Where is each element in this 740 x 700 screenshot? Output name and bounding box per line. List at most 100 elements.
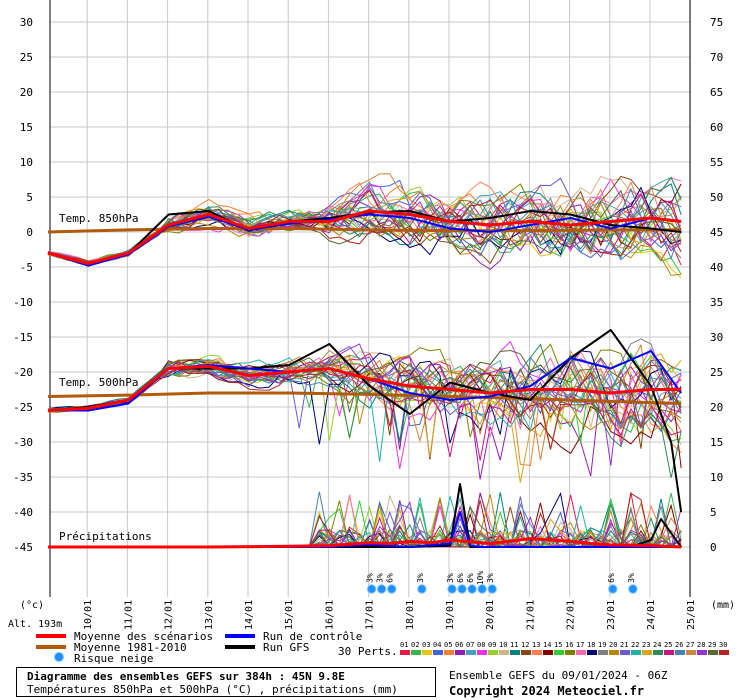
snow-icon xyxy=(477,584,487,594)
pert-key-swatch xyxy=(477,650,487,655)
pert-key-label: 10 xyxy=(499,641,507,649)
x-tick-label: 20/01 xyxy=(485,600,496,630)
pert-key-swatch xyxy=(466,650,476,655)
pert-key-swatch xyxy=(521,650,531,655)
precip-panel-label: Précipitations xyxy=(59,530,152,543)
y2-tick-label: 40 xyxy=(710,261,723,274)
pert-key-label: 26 xyxy=(675,641,683,649)
pert-key-swatch xyxy=(543,650,553,655)
pert-key-swatch xyxy=(554,650,564,655)
y-tick-label: 15 xyxy=(20,121,33,134)
x-tick-label: 23/01 xyxy=(606,600,617,630)
pert-key-label: 21 xyxy=(620,641,628,649)
pert-key-label: 29 xyxy=(708,641,716,649)
y-tick-label: -20 xyxy=(13,366,33,379)
right-unit-label: (mm) xyxy=(711,600,735,611)
pert-key-swatch xyxy=(400,650,410,655)
y2-tick-label: 20 xyxy=(710,401,723,414)
pert-key-swatch xyxy=(565,650,575,655)
pert-key-label: 14 xyxy=(543,641,551,649)
x-tick-label: 17/01 xyxy=(365,600,376,630)
pert-key-label: 28 xyxy=(697,641,705,649)
mean-line-t500 xyxy=(47,364,682,412)
pert-key-label: 30 xyxy=(719,641,727,649)
main-series xyxy=(47,209,683,549)
control-run-line-precip xyxy=(48,511,682,548)
pert-key-label: 06 xyxy=(455,641,463,649)
y-tick-label: -30 xyxy=(13,436,33,449)
y2-tick-label: 10 xyxy=(710,471,723,484)
y2-tick-label: 60 xyxy=(710,121,723,134)
pert-line-t500 xyxy=(47,349,682,413)
legend-climatology-label: Moyenne 1981-2010 xyxy=(74,641,187,654)
t850-panel-label: Temp. 850hPa xyxy=(59,212,138,225)
x-tick-label: 19/01 xyxy=(445,600,456,630)
pert-key-label: 23 xyxy=(642,641,650,649)
pert-key-label: 13 xyxy=(532,641,540,649)
left-tick-labels: 30 25 20 15 10 5 0 -5 -10 -15 -20 -25 -30 -35 -40 -45 xyxy=(13,16,33,554)
pert-key-swatch xyxy=(587,650,597,655)
pert-key-label: 07 xyxy=(466,641,474,649)
pert-key-swatch xyxy=(576,650,586,655)
y2-tick-label: 75 xyxy=(710,16,723,29)
info-box: Diagramme des ensembles GEFS sur 384h : … xyxy=(16,667,436,697)
pert-key-label: 08 xyxy=(477,641,485,649)
snow-icon xyxy=(447,584,457,594)
y2-tick-label: 30 xyxy=(710,331,723,344)
snow-icon xyxy=(387,584,397,594)
pert-key-label: 18 xyxy=(587,641,595,649)
snow-risk-pct: 6% xyxy=(386,573,395,583)
x-tick-label: 11/01 xyxy=(123,600,134,630)
pert-key-swatch xyxy=(620,650,630,655)
chart-subtitle: Températures 850hPa et 500hPa (°C) , pré… xyxy=(27,683,398,696)
pert-key-swatch xyxy=(708,650,718,655)
y-tick-label: 30 xyxy=(20,16,33,29)
pert-key-label: 05 xyxy=(444,641,452,649)
snow-risk-pct: 3% xyxy=(366,573,375,583)
snow-icon xyxy=(608,584,618,594)
pert-key-swatch xyxy=(697,650,707,655)
snow-risk-pct: 10% xyxy=(476,571,485,586)
y-tick-label: -5 xyxy=(20,261,33,274)
pert-key-label: 27 xyxy=(686,641,694,649)
y-tick-label: 10 xyxy=(20,156,33,169)
y2-tick-label: 50 xyxy=(710,191,723,204)
pert-key-swatch xyxy=(433,650,443,655)
pert-key-swatch xyxy=(532,650,542,655)
pert-key-label: 02 xyxy=(411,641,419,649)
snow-icon xyxy=(366,584,377,594)
y-tick-label: 25 xyxy=(20,51,33,64)
pert-key-swatch xyxy=(455,650,465,655)
pert-key-label: 17 xyxy=(576,641,584,649)
y-tick-label: 5 xyxy=(26,191,33,204)
y2-tick-label: 70 xyxy=(710,51,723,64)
pert-key-label: 20 xyxy=(609,641,617,649)
pert-key-swatch xyxy=(444,650,454,655)
snow-risk-pct: 3% xyxy=(486,573,495,583)
x-tick-label: 14/01 xyxy=(244,600,255,630)
pert-key-label: 15 xyxy=(554,641,562,649)
snow-risk-pct: 6% xyxy=(466,573,475,583)
legend-control-label: Run de contrôle xyxy=(263,630,362,643)
x-tick-labels: 10/01 11/01 12/01 13/01 14/01 15/01 16/01 17/01… xyxy=(83,600,697,630)
snow-risk-markers: 3% 3% 6% 3% 3% 6% 6% 10% 3% 6% 3% xyxy=(366,571,638,594)
legend-snow-label: Risque neige xyxy=(74,652,153,665)
run-info: Ensemble GEFS du 09/01/2024 - 06Z xyxy=(449,669,668,682)
pert-key-swatch xyxy=(598,650,608,655)
y2-tick-label: 15 xyxy=(710,436,723,449)
x-tick-label: 22/01 xyxy=(566,600,577,630)
pert-key-swatch xyxy=(499,650,509,655)
mean-line-precip xyxy=(48,537,682,549)
snow-icon xyxy=(457,584,467,594)
t500-panel-label: Temp. 500hPa xyxy=(59,376,138,389)
perts-label: 30 Perts. xyxy=(338,645,398,658)
snow-icon xyxy=(487,584,497,594)
pert-key-label: 11 xyxy=(510,641,518,649)
pert-key-label: 24 xyxy=(653,641,661,649)
y-tick-label: -45 xyxy=(13,541,33,554)
snow-risk-pct: 3% xyxy=(627,573,636,583)
pert-key-swatch xyxy=(609,650,619,655)
x-tick-label: 15/01 xyxy=(284,600,295,630)
pert-key-swatch xyxy=(653,650,663,655)
